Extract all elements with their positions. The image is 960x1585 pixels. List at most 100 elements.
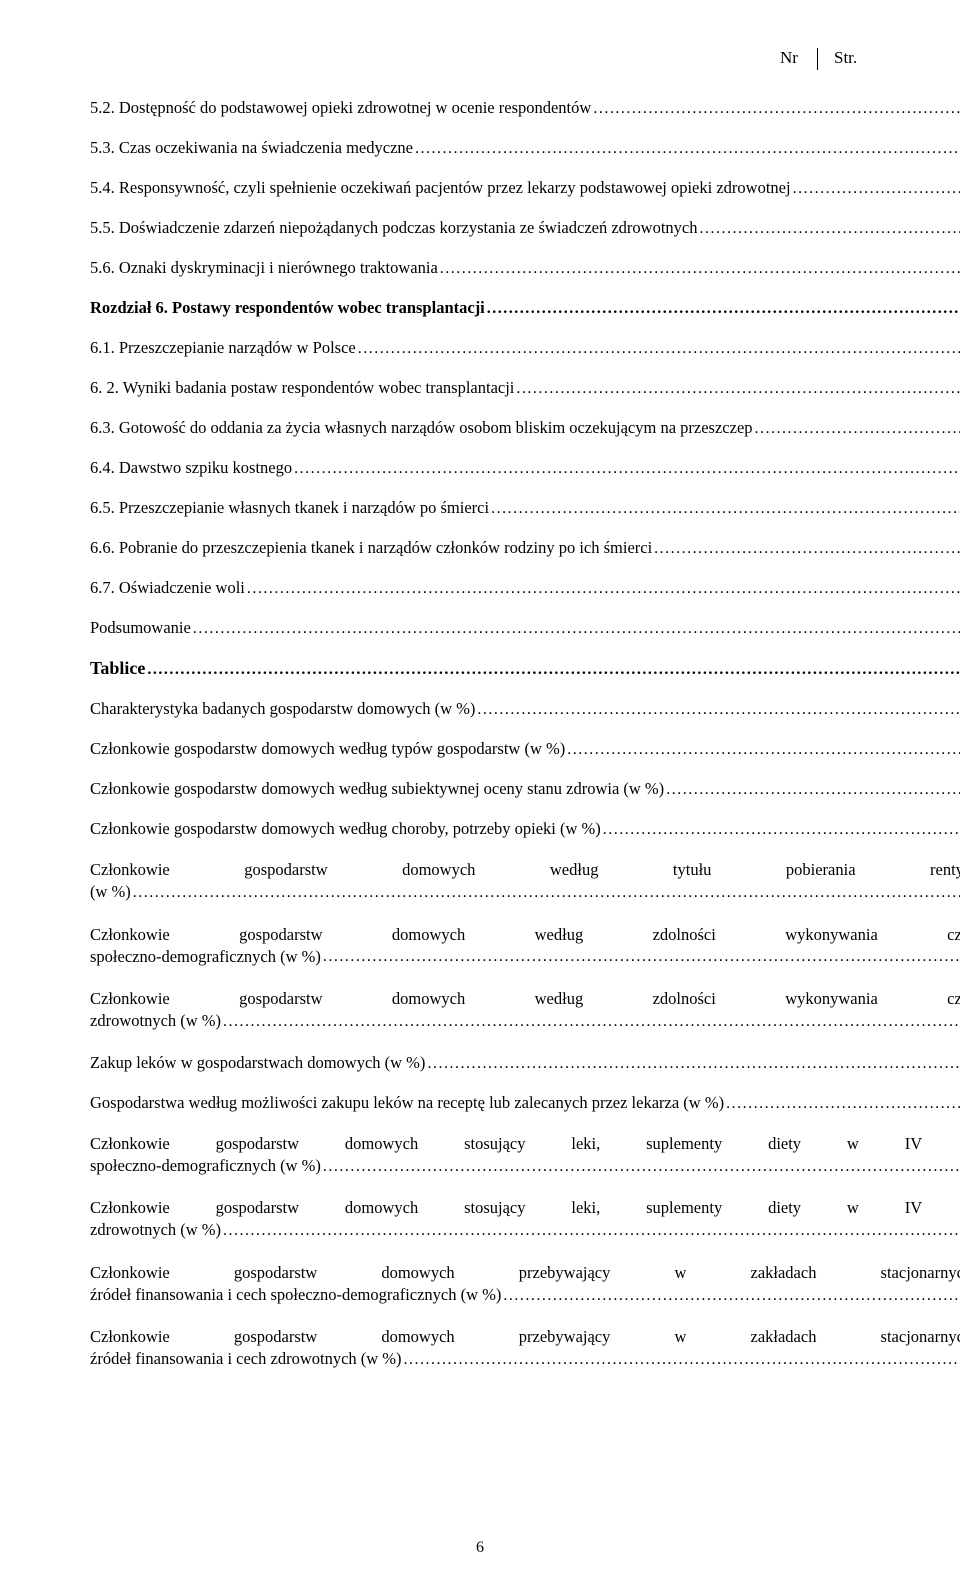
toc-row: Członkowie gospodarstw domowych według z… (90, 988, 960, 1053)
toc-row: 5.4. Responsywność, czyli spełnienie ocz… (90, 178, 960, 218)
toc-title: 6.3. Gotowość do oddania za życia własny… (90, 418, 960, 458)
toc-leader-dots: ........................................… (724, 1095, 960, 1113)
toc-title-line2: społeczno-demograficznych (w %) (90, 946, 321, 968)
toc-leader-dots: ........................................… (601, 821, 960, 839)
toc-title: Tablice.................................… (90, 658, 960, 699)
toc-title-text: 5.3. Czas oczekiwania na świadczenia med… (90, 138, 413, 158)
toc-leader-dots: ........................................… (292, 460, 960, 478)
toc-leader-dots: ........................................… (565, 741, 960, 759)
toc-row: Charakterystyka badanych gospodarstw dom… (90, 699, 960, 739)
toc-title-text: Gospodarstwa według możliwości zakupu le… (90, 1093, 724, 1113)
toc-title: Podsumowanie............................… (90, 618, 960, 658)
toc-row: 6.7. Oświadczenie woli..................… (90, 578, 960, 618)
toc-title-text: Członkowie gospodarstw domowych według t… (90, 739, 565, 759)
toc-title: 5.4. Responsywność, czyli spełnienie ocz… (90, 178, 960, 218)
toc-title: 5.6. Oznaki dyskryminacji i nierównego t… (90, 258, 960, 298)
toc-title-line1: Członkowie gospodarstw domowych stosując… (90, 1197, 960, 1219)
toc-title-line1: Członkowie gospodarstw domowych według z… (90, 988, 960, 1010)
toc-title: Członkowie gospodarstw domowych według c… (90, 819, 960, 859)
toc-row: Członkowie gospodarstw domowych stosując… (90, 1197, 960, 1262)
toc-leader-dots: ........................................… (697, 220, 960, 238)
toc-leader-dots: ........................................… (425, 1055, 960, 1073)
toc-title-text: Zakup leków w gospodarstwach domowych (w… (90, 1053, 425, 1073)
toc-row: Członkowie gospodarstw domowych według c… (90, 819, 960, 859)
toc-title-line2: źródeł finansowania i cech społeczno-dem… (90, 1284, 501, 1306)
toc-title-text: 5.5. Doświadczenie zdarzeń niepożądanych… (90, 218, 697, 238)
toc-row: Członkowie gospodarstw domowych według s… (90, 779, 960, 819)
toc-leader-dots: ........................................… (591, 100, 960, 118)
toc-row: Gospodarstwa według możliwości zakupu le… (90, 1093, 960, 1133)
toc-title: Członkowie gospodarstw domowych przebywa… (90, 1326, 960, 1391)
toc-title-line1: Członkowie gospodarstw domowych według t… (90, 859, 960, 881)
toc-leader-dots: ........................................… (791, 180, 960, 198)
toc-title-line2: zdrowotnych (w %) (90, 1219, 221, 1241)
toc-title-text: 5.6. Oznaki dyskryminacji i nierównego t… (90, 258, 438, 278)
toc-row: 5.5. Doświadczenie zdarzeń niepożądanych… (90, 218, 960, 258)
toc-title-line2: społeczno-demograficznych (w %) (90, 1155, 321, 1177)
toc-row: 6.6. Pobranie do przeszczepienia tkanek … (90, 538, 960, 578)
toc-title-text: 6.6. Pobranie do przeszczepienia tkanek … (90, 538, 652, 558)
toc-title-line1: Członkowie gospodarstw domowych według z… (90, 924, 960, 946)
toc-title: 5.3. Czas oczekiwania na świadczenia med… (90, 138, 960, 178)
toc-row: 6. 2. Wyniki badania postaw respondentów… (90, 378, 960, 418)
toc-row: Tablice.................................… (90, 658, 960, 699)
toc-title-text: 6.5. Przeszczepianie własnych tkanek i n… (90, 498, 489, 518)
toc-title: Zakup leków w gospodarstwach domowych (w… (90, 1053, 960, 1093)
header-cell: Nr Str. (761, 48, 870, 70)
toc-leader-dots: ........................................… (191, 620, 960, 638)
toc-title-line1: Członkowie gospodarstw domowych przebywa… (90, 1326, 960, 1348)
toc-row: 6.3. Gotowość do oddania za życia własny… (90, 418, 960, 458)
toc-title-line1: Członkowie gospodarstw domowych stosując… (90, 1133, 960, 1155)
toc-title-text: Charakterystyka badanych gospodarstw dom… (90, 699, 475, 719)
toc-title-text: Rozdział 6. Postawy respondentów wobec t… (90, 298, 485, 318)
toc-row: 5.6. Oznaki dyskryminacji i nierównego t… (90, 258, 960, 298)
toc-row: 5.2. Dostępność do podstawowej opieki zd… (90, 98, 960, 138)
toc-leader-dots: ........................................… (356, 340, 960, 358)
toc-row: Rozdział 6. Postawy respondentów wobec t… (90, 298, 960, 338)
toc-title: 6.7. Oświadczenie woli..................… (90, 578, 960, 618)
toc-leader-dots: ........................................… (514, 380, 960, 398)
toc-title-text: 6.3. Gotowość do oddania za życia własny… (90, 418, 753, 438)
toc-table: 5.2. Dostępność do podstawowej opieki zd… (90, 98, 960, 1391)
toc-title: 6.5. Przeszczepianie własnych tkanek i n… (90, 498, 960, 538)
toc-title-text: 5.2. Dostępność do podstawowej opieki zd… (90, 98, 591, 118)
toc-title-line2: źródeł finansowania i cech zdrowotnych (… (90, 1348, 402, 1370)
toc-leader-dots: ........................................… (245, 580, 960, 598)
toc-row: Podsumowanie............................… (90, 618, 960, 658)
toc-title-text: Podsumowanie (90, 618, 191, 638)
toc-leader-dots: ........................................… (131, 882, 960, 904)
toc-title: 5.5. Doświadczenie zdarzeń niepożądanych… (90, 218, 960, 258)
toc-title: Członkowie gospodarstw domowych przebywa… (90, 1262, 960, 1327)
page: Nr Str. 5.2. Dostępność do podstawowej o… (0, 0, 960, 1585)
toc-title: Członkowie gospodarstw domowych według s… (90, 779, 960, 819)
toc-row: Członkowie gospodarstw domowych według t… (90, 859, 960, 924)
toc-title-line2: zdrowotnych (w %) (90, 1010, 221, 1032)
toc-row: 5.3. Czas oczekiwania na świadczenia med… (90, 138, 960, 178)
page-number: 6 (0, 1539, 960, 1557)
toc-leader-dots: ........................................… (413, 140, 960, 158)
toc-title-line1: Członkowie gospodarstw domowych przebywa… (90, 1262, 960, 1284)
toc-title-text: 6. 2. Wyniki badania postaw respondentów… (90, 378, 514, 398)
toc-leader-dots: ........................................… (485, 300, 960, 318)
toc-leader-dots: ........................................… (402, 1349, 960, 1371)
toc-leader-dots: ........................................… (221, 1011, 960, 1033)
toc-title: 6. 2. Wyniki badania postaw respondentów… (90, 378, 960, 418)
toc-leader-dots: ........................................… (753, 420, 960, 438)
toc-title: Charakterystyka badanych gospodarstw dom… (90, 699, 960, 739)
toc-title-text: 6.4. Dawstwo szpiku kostnego (90, 458, 292, 478)
toc-leader-dots: ........................................… (145, 661, 960, 679)
toc-title-text: 6.7. Oświadczenie woli (90, 578, 245, 598)
toc-title: 6.6. Pobranie do przeszczepienia tkanek … (90, 538, 960, 578)
toc-row: Członkowie gospodarstw domowych według z… (90, 924, 960, 989)
toc-leader-dots: ........................................… (321, 946, 960, 968)
toc-row: Członkowie gospodarstw domowych według t… (90, 739, 960, 779)
toc-title: 6.4. Dawstwo szpiku kostnego............… (90, 458, 960, 498)
toc-row: 6.1. Przeszczepianie narządów w Polsce..… (90, 338, 960, 378)
toc-title-text: Członkowie gospodarstw domowych według s… (90, 779, 664, 799)
header-str: Str. (818, 48, 870, 68)
toc-title: Gospodarstwa według możliwości zakupu le… (90, 1093, 960, 1133)
toc-leader-dots: ........................................… (321, 1156, 960, 1178)
toc-body: 5.2. Dostępność do podstawowej opieki zd… (90, 98, 960, 1391)
toc-row: Członkowie gospodarstw domowych przebywa… (90, 1262, 960, 1327)
toc-leader-dots: ........................................… (652, 540, 960, 558)
